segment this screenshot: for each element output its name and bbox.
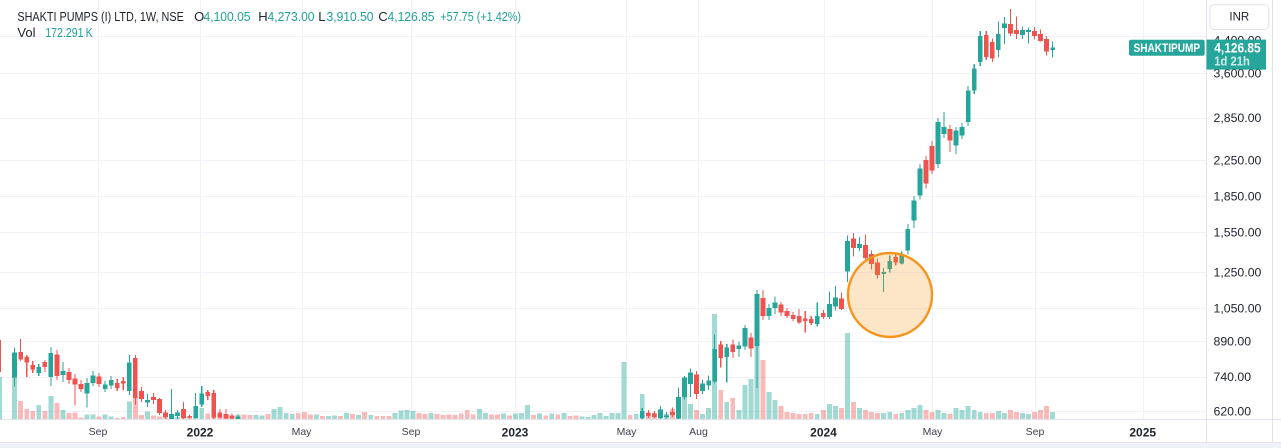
svg-text:740.00: 740.00	[1214, 370, 1252, 384]
svg-text:2022: 2022	[187, 425, 214, 439]
svg-text:2024: 2024	[810, 425, 837, 439]
svg-text:3,910.50: 3,910.50	[327, 9, 374, 24]
svg-text:1,850.00: 1,850.00	[1214, 189, 1262, 203]
svg-text:Sep: Sep	[89, 426, 108, 438]
svg-text:4,273.00: 4,273.00	[268, 9, 315, 24]
svg-text:2023: 2023	[502, 425, 529, 439]
svg-text:1,050.00: 1,050.00	[1214, 301, 1262, 315]
svg-text:SHAKTI PUMPS (I) LTD, 1W, NSE: SHAKTI PUMPS (I) LTD, 1W, NSE	[17, 9, 184, 24]
svg-text:O: O	[194, 9, 204, 24]
svg-text:May: May	[292, 426, 313, 438]
svg-text:3,600.00: 3,600.00	[1214, 66, 1262, 80]
svg-text:H: H	[258, 9, 267, 24]
svg-text:2,250.00: 2,250.00	[1214, 154, 1262, 168]
svg-text:Aug: Aug	[689, 426, 708, 438]
svg-text:C: C	[378, 9, 387, 24]
svg-text:SHAKTIPUMP: SHAKTIPUMP	[1134, 43, 1201, 55]
svg-text:4,126.85: 4,126.85	[388, 9, 435, 24]
svg-text:2,850.00: 2,850.00	[1214, 111, 1262, 125]
svg-text:L: L	[318, 9, 325, 24]
svg-text:May: May	[923, 426, 944, 438]
svg-text:1,250.00: 1,250.00	[1214, 265, 1262, 279]
svg-text:Vol: Vol	[17, 25, 35, 40]
svg-text:4,126.85: 4,126.85	[1214, 41, 1261, 56]
svg-text:+57.75 (+1.42%): +57.75 (+1.42%)	[440, 9, 521, 24]
svg-text:INR: INR	[1229, 12, 1249, 24]
svg-text:620.00: 620.00	[1214, 405, 1252, 419]
svg-text:Sep: Sep	[402, 426, 421, 438]
svg-text:172.291 K: 172.291 K	[45, 25, 93, 40]
svg-text:May: May	[617, 426, 638, 438]
svg-text:Sep: Sep	[1026, 426, 1045, 438]
svg-text:1,550.00: 1,550.00	[1214, 225, 1262, 239]
svg-text:4,100.05: 4,100.05	[204, 9, 251, 24]
svg-text:1d 21h: 1d 21h	[1214, 54, 1250, 69]
svg-text:890.00: 890.00	[1214, 334, 1252, 348]
svg-text:2025: 2025	[1129, 425, 1156, 439]
